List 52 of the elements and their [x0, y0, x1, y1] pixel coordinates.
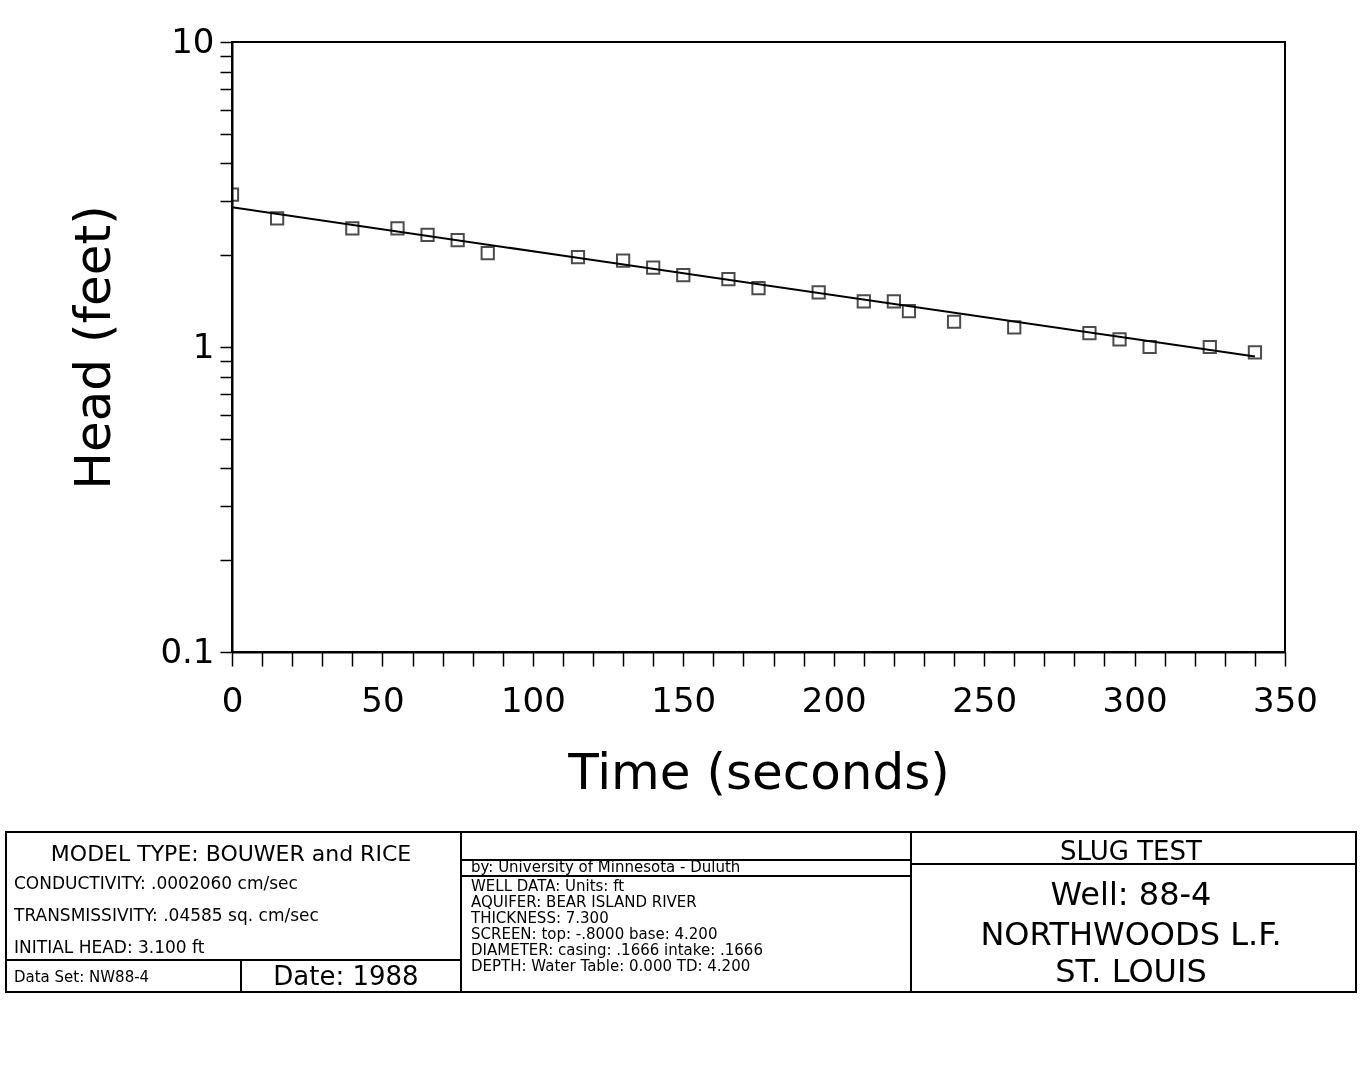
text: CONDUCTIVITY: .0002060 cm/sec [14, 873, 298, 893]
point [1247, 345, 1263, 360]
point [450, 233, 465, 248]
text: THICKNESS: 7.300 [470, 909, 609, 927]
x-tick-label: 50 [361, 679, 405, 720]
point [676, 268, 691, 283]
point [1112, 332, 1127, 347]
point [1082, 326, 1097, 341]
point [1142, 339, 1157, 355]
x-tick-label: 200 [801, 679, 867, 720]
point [480, 246, 495, 261]
y-tick-label: 0.1 [160, 630, 215, 671]
y-tick-label: 10 [171, 20, 215, 61]
point [1202, 339, 1217, 355]
text: DIAMETER: casing: .1666 intake: .1666 [471, 941, 763, 959]
x-tick-label: 250 [952, 679, 1018, 720]
point [570, 250, 586, 265]
x-tick-label: 300 [1102, 679, 1168, 720]
text: DEPTH: Water Table: 0.000 TD: 4.200 [471, 957, 751, 975]
x-tick-label: 0 [221, 679, 244, 720]
point [1007, 320, 1022, 335]
point [856, 294, 871, 309]
point [886, 294, 902, 309]
point [901, 304, 917, 319]
text: ST. LOUIS [1055, 952, 1207, 990]
text: TRANSMISSIVITY: .04585 sq. cm/sec [13, 905, 319, 925]
point [270, 211, 285, 226]
y-axis-title: Head (feet) [64, 205, 123, 490]
text: Date: 1988 [273, 961, 419, 991]
text: MODEL TYPE: BOUWER and RICE [50, 841, 412, 866]
text: Data Set: NW88-4 [14, 968, 150, 986]
text: Well: 88-4 [1050, 875, 1212, 913]
point [646, 260, 661, 275]
text: INITIAL HEAD: 3.100 ft [14, 937, 205, 957]
point [751, 280, 766, 296]
point [811, 285, 826, 300]
text: SLUG TEST [1060, 836, 1203, 866]
x-axis-title: Time (seconds) [567, 742, 950, 801]
point [420, 227, 435, 243]
x-tick-label: 150 [651, 679, 717, 720]
point [721, 271, 736, 287]
point [946, 314, 962, 329]
y-tick-label: 1 [192, 325, 215, 366]
x-tick-label: 350 [1253, 679, 1318, 720]
text: SCREEN: top: -.8000 base: 4.200 [471, 925, 718, 943]
point [615, 253, 631, 268]
x-tick-label: 100 [500, 679, 566, 720]
point [390, 221, 405, 236]
point [345, 221, 360, 236]
text: AQUIFER: BEAR ISLAND RIVER [471, 893, 697, 911]
text: WELL DATA: Units: ft [471, 877, 625, 895]
text: NORTHWOODS L.F. [980, 915, 1282, 953]
